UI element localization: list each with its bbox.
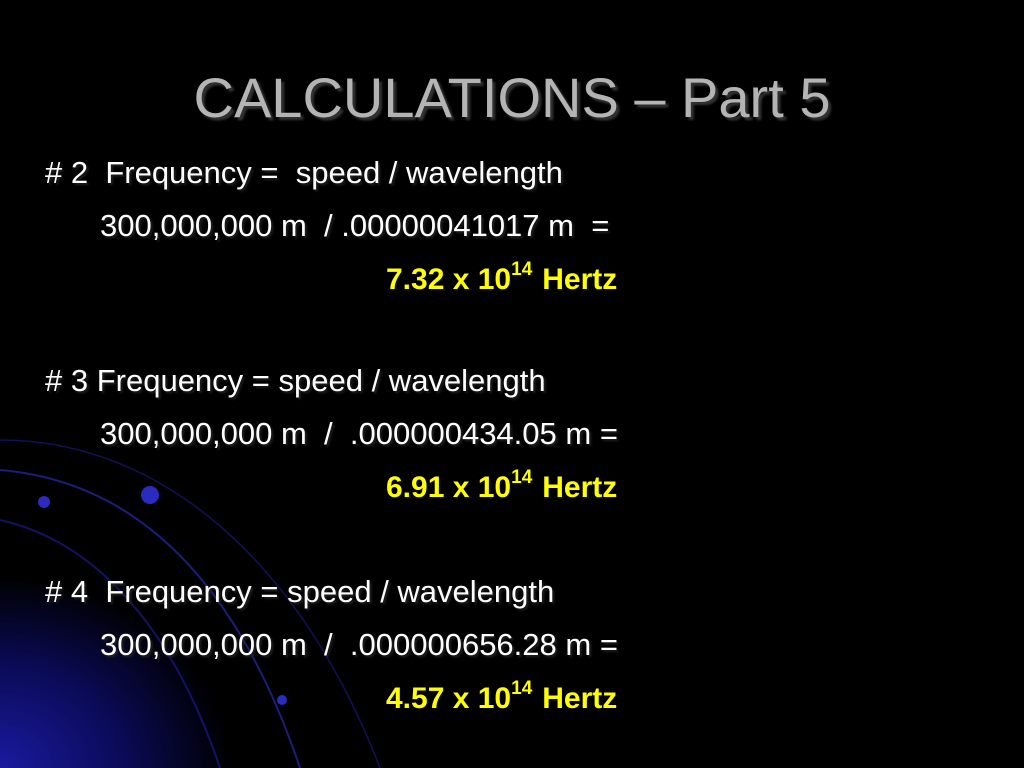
slide-title: CALCULATIONS – Part 5	[193, 66, 831, 129]
result-mantissa: 7.32 x 10	[386, 263, 512, 296]
result-unit: Hertz	[542, 471, 618, 504]
item-calculation: 300,000,000 m / .000000434.05 m =	[100, 416, 618, 451]
result-mantissa: 6.91 x 10	[386, 471, 512, 504]
item-heading: # 4 Frequency = speed / wavelength	[45, 574, 555, 609]
item-result: 7.32 x 1014 Hertz	[386, 260, 618, 296]
result-exponent: 14	[511, 259, 533, 280]
item-result: 4.57 x 1014 Hertz	[386, 679, 618, 715]
item-result: 6.91 x 1014 Hertz	[386, 468, 618, 504]
result-exponent: 14	[511, 678, 533, 699]
item-heading: # 3 Frequency = speed / wavelength	[45, 363, 546, 398]
result-exponent: 14	[511, 467, 533, 488]
result-mantissa: 4.57 x 10	[386, 682, 512, 715]
item-heading: # 2 Frequency = speed / wavelength	[45, 155, 563, 190]
item-calculation: 300,000,000 m / .00000041017 m =	[100, 208, 610, 243]
result-unit: Hertz	[542, 263, 618, 296]
result-unit: Hertz	[542, 682, 618, 715]
item-calculation: 300,000,000 m / .000000656.28 m =	[100, 627, 618, 662]
